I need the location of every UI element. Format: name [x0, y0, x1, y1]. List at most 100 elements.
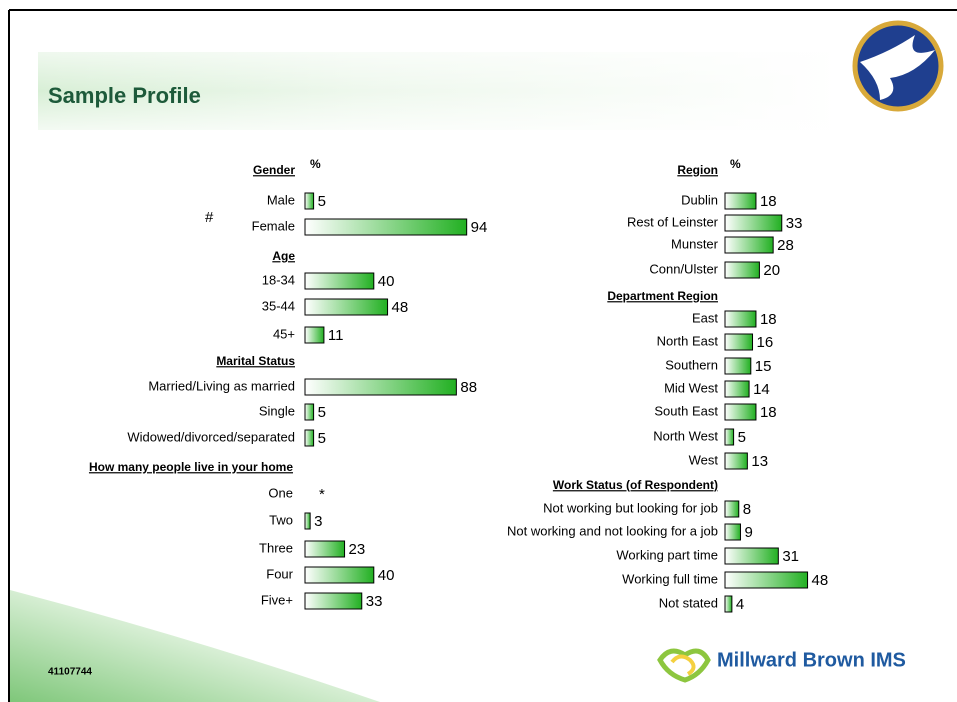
bar: [304, 298, 389, 316]
value-label: 48: [812, 572, 829, 589]
category-label: Female: [252, 218, 295, 233]
category-label: Not stated: [659, 595, 718, 610]
value-label: 18: [760, 193, 777, 210]
value-label: *: [319, 486, 325, 503]
category-label: North East: [657, 333, 719, 348]
bar: [724, 547, 779, 565]
bar: [304, 512, 311, 530]
value-label: 3: [314, 513, 322, 530]
value-label: 28: [777, 237, 794, 254]
category-label: Rest of Leinster: [627, 214, 719, 229]
group-heading: Gender: [253, 163, 295, 177]
category-label: Not working and not looking for a job: [507, 523, 718, 538]
value-label: 88: [460, 379, 477, 396]
group-heading: Work Status (of Respondent): [553, 478, 718, 492]
bar: [724, 571, 809, 589]
value-label: 20: [763, 262, 780, 279]
bar: [724, 403, 757, 421]
value-label: 8: [743, 501, 751, 518]
category-label: West: [689, 452, 719, 467]
category-label: 35-44: [262, 298, 295, 313]
category-label: Single: [259, 403, 295, 418]
value-label: 31: [782, 548, 799, 565]
bar: [724, 261, 760, 279]
bar: [724, 523, 741, 541]
header-band-shade: [38, 52, 838, 130]
bar: [724, 310, 757, 328]
bar: [724, 192, 757, 210]
group-heading: Department Region: [607, 289, 718, 303]
value-label: 40: [378, 273, 395, 290]
category-label: Working full time: [622, 571, 718, 586]
category-label: Working part time: [616, 547, 718, 562]
value-label: 18: [760, 404, 777, 421]
bar: [304, 192, 315, 210]
bar: [724, 380, 750, 398]
category-label: 45+: [273, 326, 295, 341]
value-label: 48: [392, 299, 409, 316]
bar: [724, 236, 774, 254]
category-label: Munster: [671, 236, 719, 251]
value-header: %: [730, 157, 741, 171]
value-label: 5: [318, 404, 326, 421]
value-label: 33: [366, 593, 383, 610]
slide-title: Sample Profile: [48, 83, 201, 108]
bar: [304, 429, 315, 447]
category-label: Mid West: [664, 380, 718, 395]
brand-logo: [657, 648, 711, 683]
value-label: 4: [736, 596, 744, 613]
bar: [724, 333, 754, 351]
category-label: Two: [269, 512, 293, 527]
category-label: North West: [653, 428, 718, 443]
value-label: 5: [738, 429, 746, 446]
category-label: East: [692, 310, 718, 325]
value-label: 16: [757, 334, 774, 351]
group-heading: Region: [677, 163, 718, 177]
bar: [724, 595, 733, 613]
category-label: Dublin: [681, 192, 718, 207]
category-label: Southern: [665, 357, 718, 372]
value-label: 13: [751, 453, 768, 470]
logo-emblem: [852, 20, 944, 112]
category-label: Widowed/divorced/separated: [127, 429, 295, 444]
bar: [724, 500, 740, 518]
annotation: #: [205, 209, 214, 226]
value-label: 40: [378, 567, 395, 584]
value-label: 5: [318, 193, 326, 210]
category-label: Male: [267, 192, 295, 207]
category-label: Conn/Ulster: [649, 261, 718, 276]
bar: [304, 272, 375, 290]
bar: [724, 452, 748, 470]
value-header: %: [310, 157, 321, 171]
category-label: Five+: [261, 592, 293, 607]
value-label: 15: [755, 358, 772, 375]
category-label: Four: [266, 566, 293, 581]
value-label: 33: [786, 215, 803, 232]
bar: [724, 214, 783, 232]
bar: [724, 428, 735, 446]
bar: [304, 540, 346, 558]
value-label: 9: [744, 524, 752, 541]
brand-name: Millward Brown IMS: [717, 649, 906, 671]
value-label: 14: [753, 381, 770, 398]
value-label: 94: [471, 219, 488, 236]
footer-swoosh: [10, 590, 380, 702]
category-label: Three: [259, 540, 293, 555]
value-label: 23: [349, 541, 366, 558]
bar: [304, 218, 468, 236]
value-label: 5: [318, 430, 326, 447]
bar: [724, 357, 752, 375]
bar: [304, 592, 363, 610]
bar: [304, 403, 315, 421]
group-heading: Marital Status: [216, 354, 295, 368]
category-label: 18-34: [262, 272, 295, 287]
job-code: 41107744: [48, 667, 92, 678]
category-label: Married/Living as married: [148, 378, 295, 393]
category-label: South East: [654, 403, 718, 418]
bar: [304, 326, 325, 344]
value-label: 18: [760, 311, 777, 328]
group-heading: How many people live in your home: [89, 460, 293, 474]
value-label: 11: [328, 327, 344, 344]
group-heading: Age: [272, 249, 295, 263]
